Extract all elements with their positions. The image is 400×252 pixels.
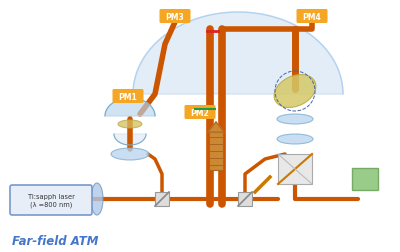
- Ellipse shape: [277, 135, 313, 144]
- Text: PM3: PM3: [166, 12, 184, 21]
- Ellipse shape: [277, 115, 313, 124]
- Bar: [155, 192, 169, 206]
- Polygon shape: [133, 13, 343, 94]
- Text: PM1: PM1: [119, 92, 137, 101]
- Ellipse shape: [91, 183, 103, 215]
- FancyBboxPatch shape: [10, 185, 92, 215]
- Ellipse shape: [274, 75, 316, 108]
- Text: Ti:sapph laser
(λ =800 nm): Ti:sapph laser (λ =800 nm): [28, 194, 74, 207]
- Text: PM2: PM2: [191, 108, 209, 117]
- FancyBboxPatch shape: [112, 90, 144, 104]
- Polygon shape: [208, 122, 224, 133]
- Bar: [278, 154, 312, 184]
- Text: PM4: PM4: [303, 12, 321, 21]
- Polygon shape: [105, 99, 155, 116]
- Ellipse shape: [111, 148, 149, 160]
- Text: Far-field ATM: Far-field ATM: [12, 234, 98, 247]
- FancyBboxPatch shape: [184, 106, 216, 119]
- FancyBboxPatch shape: [296, 10, 328, 24]
- FancyBboxPatch shape: [160, 10, 190, 24]
- Bar: [238, 192, 252, 206]
- Polygon shape: [114, 135, 146, 145]
- Bar: [352, 168, 378, 190]
- Bar: [209, 133, 223, 170]
- Ellipse shape: [118, 120, 142, 129]
